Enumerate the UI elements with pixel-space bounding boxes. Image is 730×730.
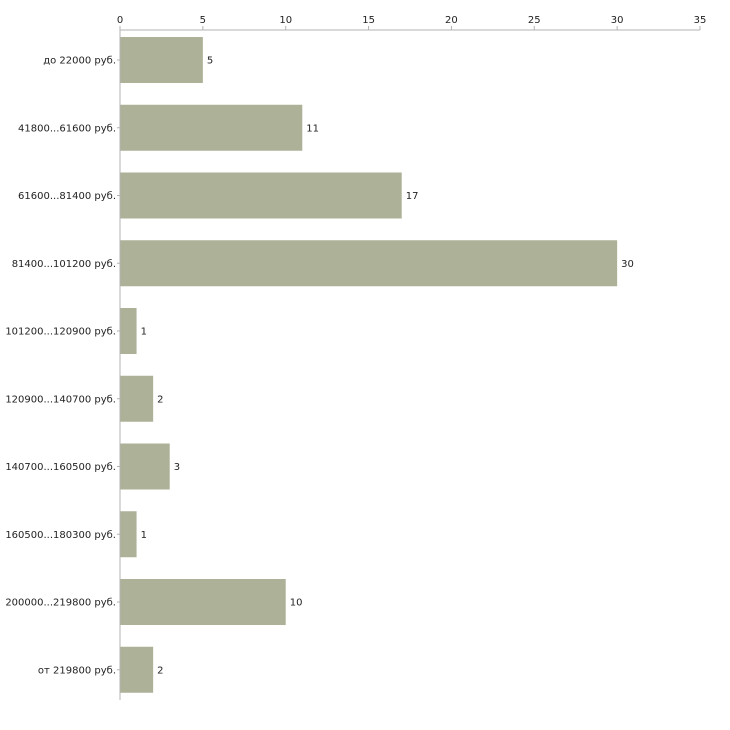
category-label: 200000...219800 руб. <box>5 598 116 609</box>
data-label: 11 <box>306 123 319 134</box>
category-label: от 219800 руб. <box>38 665 116 676</box>
bar <box>120 511 137 558</box>
category-label: 140700...160500 руб. <box>5 462 116 473</box>
bar <box>120 579 286 625</box>
x-tick-label: 25 <box>528 15 541 26</box>
category-label: 160500...180300 руб. <box>5 530 116 541</box>
x-tick-label: 30 <box>611 15 624 26</box>
category-label: 101200...120900 руб. <box>5 327 116 338</box>
data-label: 2 <box>157 665 163 676</box>
category-label: 120900...140700 руб. <box>5 394 116 405</box>
x-tick-label: 20 <box>445 15 458 26</box>
bar <box>120 104 303 151</box>
bar <box>120 443 170 490</box>
data-label: 10 <box>290 598 303 609</box>
bar <box>120 240 618 287</box>
x-tick-label: 0 <box>117 15 123 26</box>
x-tick-label: 15 <box>362 15 375 26</box>
x-tick-label: 10 <box>279 15 292 26</box>
category-label: 41800...61600 руб. <box>18 123 116 134</box>
bar <box>120 172 402 219</box>
axes-layer <box>117 26 701 700</box>
data-label: 1 <box>141 530 147 541</box>
x-tick-label: 35 <box>694 15 707 26</box>
bar <box>120 646 154 693</box>
bar <box>120 37 203 83</box>
category-label: 61600...81400 руб. <box>18 191 116 202</box>
data-label: 5 <box>207 56 213 67</box>
category-label: до 22000 руб. <box>43 56 116 67</box>
data-label: 2 <box>157 394 163 405</box>
category-label: 81400...101200 руб. <box>12 259 116 270</box>
bar <box>120 308 137 354</box>
bars-layer <box>120 37 618 693</box>
data-label: 3 <box>174 462 180 473</box>
data-label: 1 <box>141 327 147 338</box>
x-tick-label: 5 <box>200 15 206 26</box>
labels-layer: 0 5 10 15 20 25 30 35 до 22000 руб. 5 41800...6160… <box>5 15 706 676</box>
data-label: 17 <box>406 191 419 202</box>
bar <box>120 375 154 422</box>
data-label: 30 <box>621 259 634 270</box>
